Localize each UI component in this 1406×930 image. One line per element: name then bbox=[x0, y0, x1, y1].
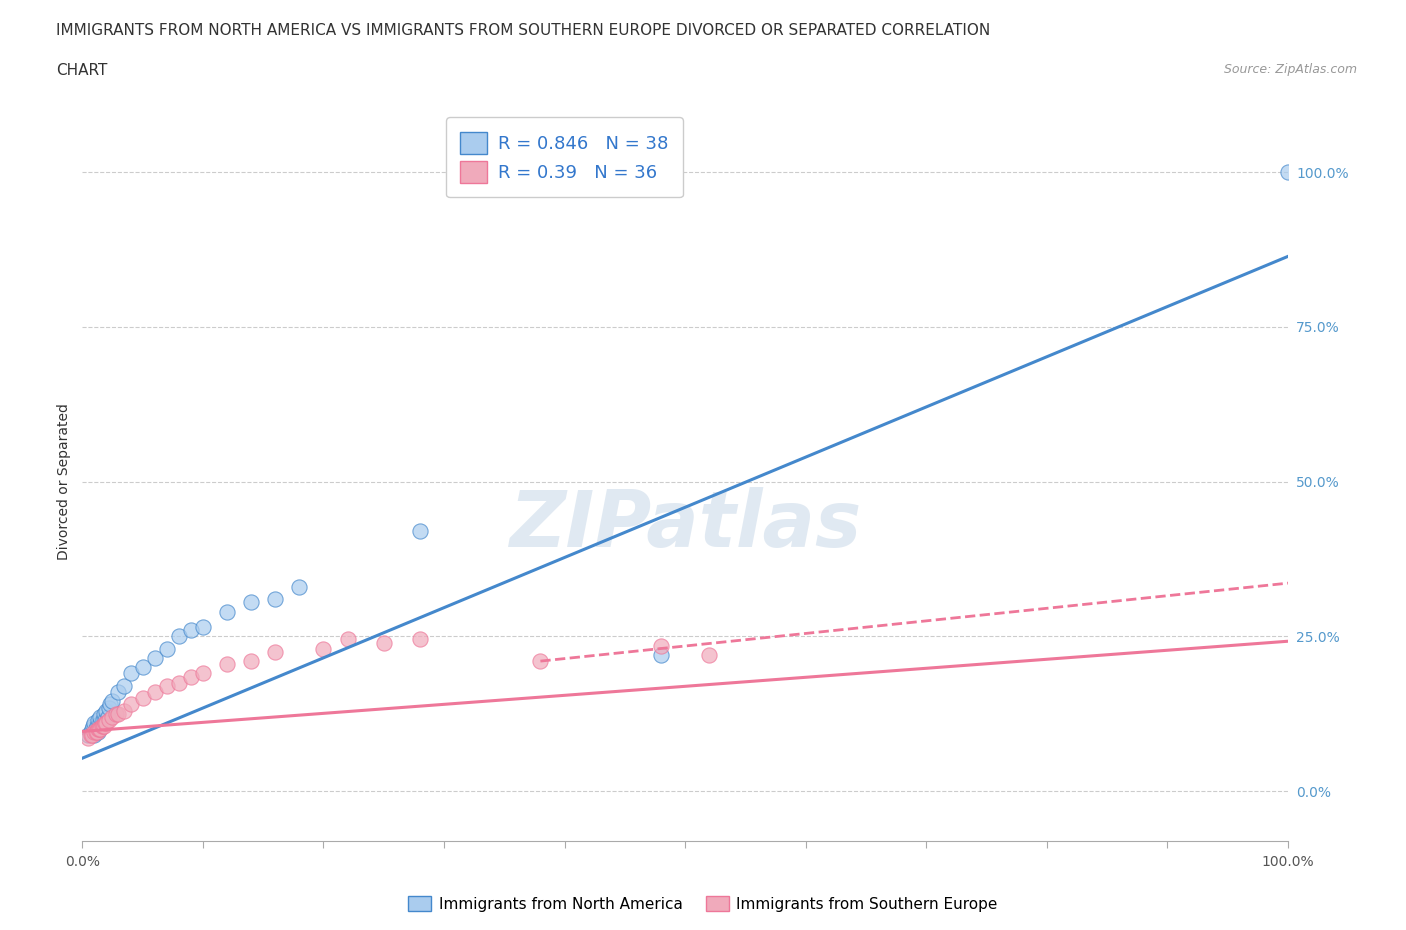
Point bbox=[97, 712, 120, 727]
Text: ZIPatlas: ZIPatlas bbox=[509, 486, 862, 563]
Point bbox=[143, 651, 166, 666]
Point bbox=[86, 724, 108, 739]
Point bbox=[89, 722, 111, 737]
Point bbox=[409, 632, 432, 647]
Point bbox=[131, 691, 153, 706]
Point bbox=[131, 660, 153, 675]
Point bbox=[697, 647, 720, 662]
Point bbox=[84, 724, 107, 739]
Point bbox=[373, 635, 395, 650]
Point bbox=[83, 715, 105, 730]
Point bbox=[98, 697, 121, 711]
Point bbox=[97, 710, 120, 724]
Point bbox=[101, 694, 124, 709]
Point bbox=[336, 632, 359, 647]
Point bbox=[120, 666, 142, 681]
Point bbox=[101, 710, 124, 724]
Point bbox=[87, 724, 110, 739]
Point bbox=[180, 670, 202, 684]
Point bbox=[89, 722, 111, 737]
Point bbox=[167, 629, 190, 644]
Point bbox=[114, 678, 136, 693]
Point bbox=[1277, 165, 1299, 179]
Point bbox=[80, 724, 103, 739]
Point bbox=[80, 728, 103, 743]
Point bbox=[650, 647, 672, 662]
Point bbox=[105, 706, 128, 721]
Point bbox=[96, 715, 118, 730]
Point bbox=[107, 706, 129, 721]
Point bbox=[191, 666, 214, 681]
Point bbox=[215, 604, 238, 619]
Point bbox=[84, 722, 107, 737]
Point bbox=[312, 642, 335, 657]
Point bbox=[409, 524, 432, 538]
Point bbox=[167, 675, 190, 690]
Point bbox=[89, 722, 111, 737]
Point bbox=[87, 712, 110, 727]
Point bbox=[180, 623, 202, 638]
Y-axis label: Divorced or Separated: Divorced or Separated bbox=[58, 404, 72, 560]
Legend: R = 0.846   N = 38, R = 0.39   N = 36: R = 0.846 N = 38, R = 0.39 N = 36 bbox=[446, 117, 683, 197]
Point bbox=[215, 657, 238, 671]
Point bbox=[90, 719, 112, 734]
Point bbox=[94, 712, 117, 727]
Text: Source: ZipAtlas.com: Source: ZipAtlas.com bbox=[1223, 63, 1357, 76]
Point bbox=[90, 719, 112, 734]
Point bbox=[93, 719, 115, 734]
Legend: Immigrants from North America, Immigrants from Southern Europe: Immigrants from North America, Immigrant… bbox=[402, 889, 1004, 918]
Point bbox=[650, 638, 672, 653]
Point bbox=[240, 654, 263, 669]
Point bbox=[264, 591, 287, 606]
Point bbox=[83, 724, 105, 739]
Point bbox=[89, 715, 111, 730]
Point bbox=[529, 654, 551, 669]
Point bbox=[91, 719, 114, 734]
Point bbox=[96, 703, 118, 718]
Point bbox=[156, 642, 179, 657]
Point bbox=[87, 722, 110, 737]
Point bbox=[77, 731, 100, 746]
Point bbox=[82, 719, 104, 734]
Point bbox=[156, 678, 179, 693]
Point bbox=[89, 710, 111, 724]
Point bbox=[191, 619, 214, 634]
Point bbox=[80, 728, 103, 743]
Point bbox=[288, 579, 311, 594]
Point bbox=[97, 700, 120, 715]
Point bbox=[114, 703, 136, 718]
Point bbox=[77, 728, 100, 743]
Point bbox=[143, 684, 166, 699]
Point bbox=[80, 722, 103, 737]
Text: IMMIGRANTS FROM NORTH AMERICA VS IMMIGRANTS FROM SOUTHERN EUROPE DIVORCED OR SEP: IMMIGRANTS FROM NORTH AMERICA VS IMMIGRA… bbox=[56, 23, 990, 38]
Point bbox=[91, 712, 114, 727]
Text: CHART: CHART bbox=[56, 63, 108, 78]
Point bbox=[120, 697, 142, 711]
Point bbox=[107, 684, 129, 699]
Point bbox=[264, 644, 287, 659]
Point bbox=[86, 719, 108, 734]
Point bbox=[94, 715, 117, 730]
Point bbox=[93, 706, 115, 721]
Point bbox=[240, 595, 263, 610]
Point bbox=[83, 728, 105, 743]
